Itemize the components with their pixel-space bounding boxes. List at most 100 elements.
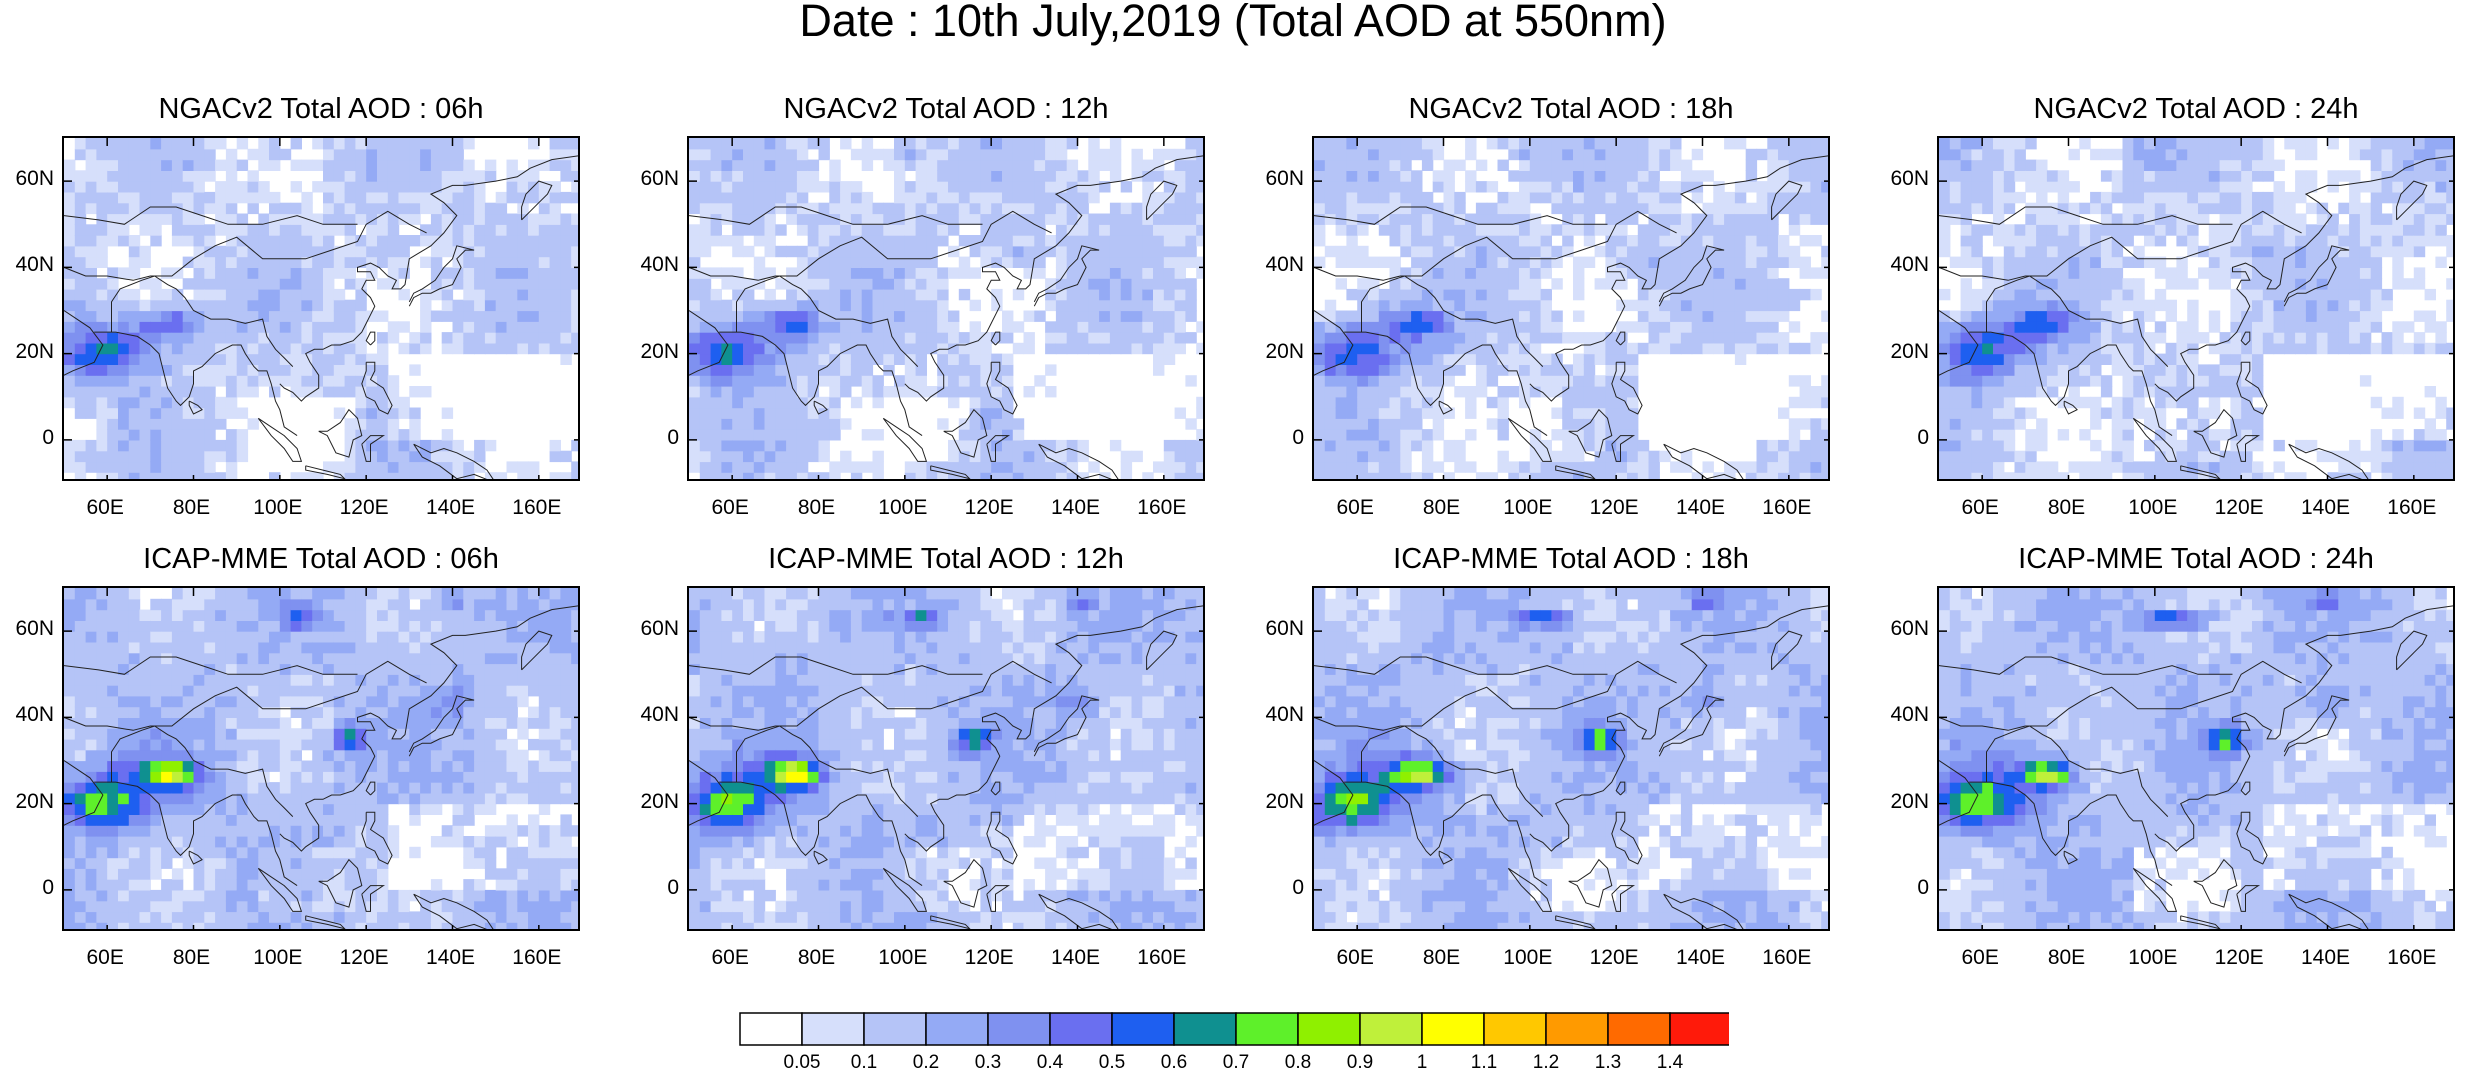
panel-title: ICAP-MME Total AOD : 12h	[687, 542, 1205, 576]
aod-map-panel	[62, 586, 580, 931]
lon-tick-label: 100E	[2118, 496, 2188, 520]
lon-tick-label: 120E	[1579, 946, 1649, 970]
coastline	[258, 418, 301, 461]
lon-tick-label: 160E	[502, 946, 572, 970]
lat-tick-label: 60N	[1244, 617, 1304, 641]
lon-tick-label: 60E	[695, 496, 765, 520]
lon-tick-label: 120E	[954, 946, 1024, 970]
page-title: Date : 10th July,2019 (Total AOD at 550n…	[0, 0, 2466, 48]
lat-tick-label: 40N	[1869, 703, 1929, 727]
lon-tick-label: 120E	[329, 496, 399, 520]
lon-tick-label: 60E	[1320, 946, 1390, 970]
lon-tick-label: 140E	[416, 496, 486, 520]
lon-tick-label: 100E	[868, 946, 938, 970]
lat-tick-label: 40N	[1244, 703, 1304, 727]
lon-tick-label: 60E	[1945, 946, 2015, 970]
aod-field	[689, 138, 1205, 481]
coastline	[883, 418, 926, 461]
lon-tick-label: 100E	[243, 496, 313, 520]
lat-tick-label: 0	[1869, 426, 1929, 450]
panel-title: ICAP-MME Total AOD : 06h	[62, 542, 580, 576]
lat-tick-label: 0	[1244, 426, 1304, 450]
colorbar-swatch	[1236, 1013, 1298, 1045]
lon-tick-label: 160E	[1127, 946, 1197, 970]
lon-tick-label: 120E	[954, 496, 1024, 520]
colorbar-swatch	[1608, 1013, 1670, 1045]
lon-tick-label: 160E	[502, 496, 572, 520]
lon-tick-label: 80E	[1407, 946, 1477, 970]
lat-tick-label: 60N	[1869, 167, 1929, 191]
colorbar-swatch	[1422, 1013, 1484, 1045]
lon-tick-label: 140E	[2291, 496, 2361, 520]
colorbar	[739, 1012, 1729, 1046]
lat-tick-label: 60N	[619, 617, 679, 641]
panel-title: ICAP-MME Total AOD : 24h	[1937, 542, 2455, 576]
aod-map-panel	[1312, 136, 1830, 481]
colorbar-swatch	[802, 1013, 864, 1045]
lat-tick-label: 20N	[1244, 340, 1304, 364]
lon-tick-label: 140E	[1041, 946, 1111, 970]
lat-tick-label: 40N	[619, 703, 679, 727]
panel-title: NGACv2 Total AOD : 24h	[1937, 92, 2455, 126]
lat-tick-label: 20N	[619, 340, 679, 364]
lon-tick-label: 120E	[2204, 946, 2274, 970]
lon-tick-label: 160E	[1752, 496, 1822, 520]
lat-tick-label: 20N	[1869, 340, 1929, 364]
lon-tick-label: 140E	[1041, 496, 1111, 520]
lon-tick-label: 60E	[1320, 496, 1390, 520]
lon-tick-label: 80E	[782, 946, 852, 970]
aod-field	[1314, 588, 1830, 931]
aod-map-panel	[1312, 586, 1830, 931]
lat-tick-label: 0	[619, 426, 679, 450]
lat-tick-label: 0	[0, 876, 54, 900]
lon-tick-label: 160E	[2377, 496, 2447, 520]
lon-tick-label: 80E	[157, 946, 227, 970]
lon-tick-label: 60E	[70, 946, 140, 970]
colorbar-swatch	[1670, 1013, 1729, 1045]
lon-tick-label: 60E	[695, 946, 765, 970]
lon-tick-label: 80E	[2032, 946, 2102, 970]
lon-tick-label: 120E	[1579, 496, 1649, 520]
lon-tick-label: 120E	[2204, 496, 2274, 520]
lon-tick-label: 160E	[2377, 946, 2447, 970]
lat-tick-label: 20N	[619, 790, 679, 814]
colorbar-swatch	[988, 1013, 1050, 1045]
panel-title: NGACv2 Total AOD : 18h	[1312, 92, 1830, 126]
colorbar-swatch	[926, 1013, 988, 1045]
lon-tick-label: 100E	[243, 946, 313, 970]
colorbar-swatch	[1298, 1013, 1360, 1045]
aod-field	[64, 138, 580, 481]
lon-tick-label: 120E	[329, 946, 399, 970]
lat-tick-label: 60N	[1869, 617, 1929, 641]
colorbar-swatch	[864, 1013, 926, 1045]
aod-map-panel	[1937, 136, 2455, 481]
lat-tick-label: 0	[1869, 876, 1929, 900]
lon-tick-label: 140E	[416, 946, 486, 970]
aod-map-panel	[1937, 586, 2455, 931]
lat-tick-label: 60N	[1244, 167, 1304, 191]
colorbar-swatch	[1484, 1013, 1546, 1045]
lat-tick-label: 0	[619, 876, 679, 900]
colorbar-swatch	[1050, 1013, 1112, 1045]
colorbar-swatch	[1546, 1013, 1608, 1045]
lon-tick-label: 160E	[1127, 496, 1197, 520]
panel-title: NGACv2 Total AOD : 12h	[687, 92, 1205, 126]
lon-tick-label: 60E	[70, 496, 140, 520]
lon-tick-label: 80E	[782, 496, 852, 520]
lon-tick-label: 100E	[868, 496, 938, 520]
lat-tick-label: 60N	[0, 617, 54, 641]
colorbar-swatch	[1174, 1013, 1236, 1045]
lon-tick-label: 100E	[1493, 946, 1563, 970]
lon-tick-label: 60E	[1945, 496, 2015, 520]
lat-tick-label: 20N	[0, 790, 54, 814]
aod-field	[1314, 138, 1830, 481]
lat-tick-label: 60N	[619, 167, 679, 191]
lat-tick-label: 40N	[1869, 253, 1929, 277]
lon-tick-label: 140E	[2291, 946, 2361, 970]
panel-title: ICAP-MME Total AOD : 18h	[1312, 542, 1830, 576]
lat-tick-label: 20N	[0, 340, 54, 364]
lat-tick-label: 20N	[1244, 790, 1304, 814]
colorbar-swatch	[1360, 1013, 1422, 1045]
lat-tick-label: 40N	[0, 703, 54, 727]
aod-field	[1939, 588, 2455, 931]
